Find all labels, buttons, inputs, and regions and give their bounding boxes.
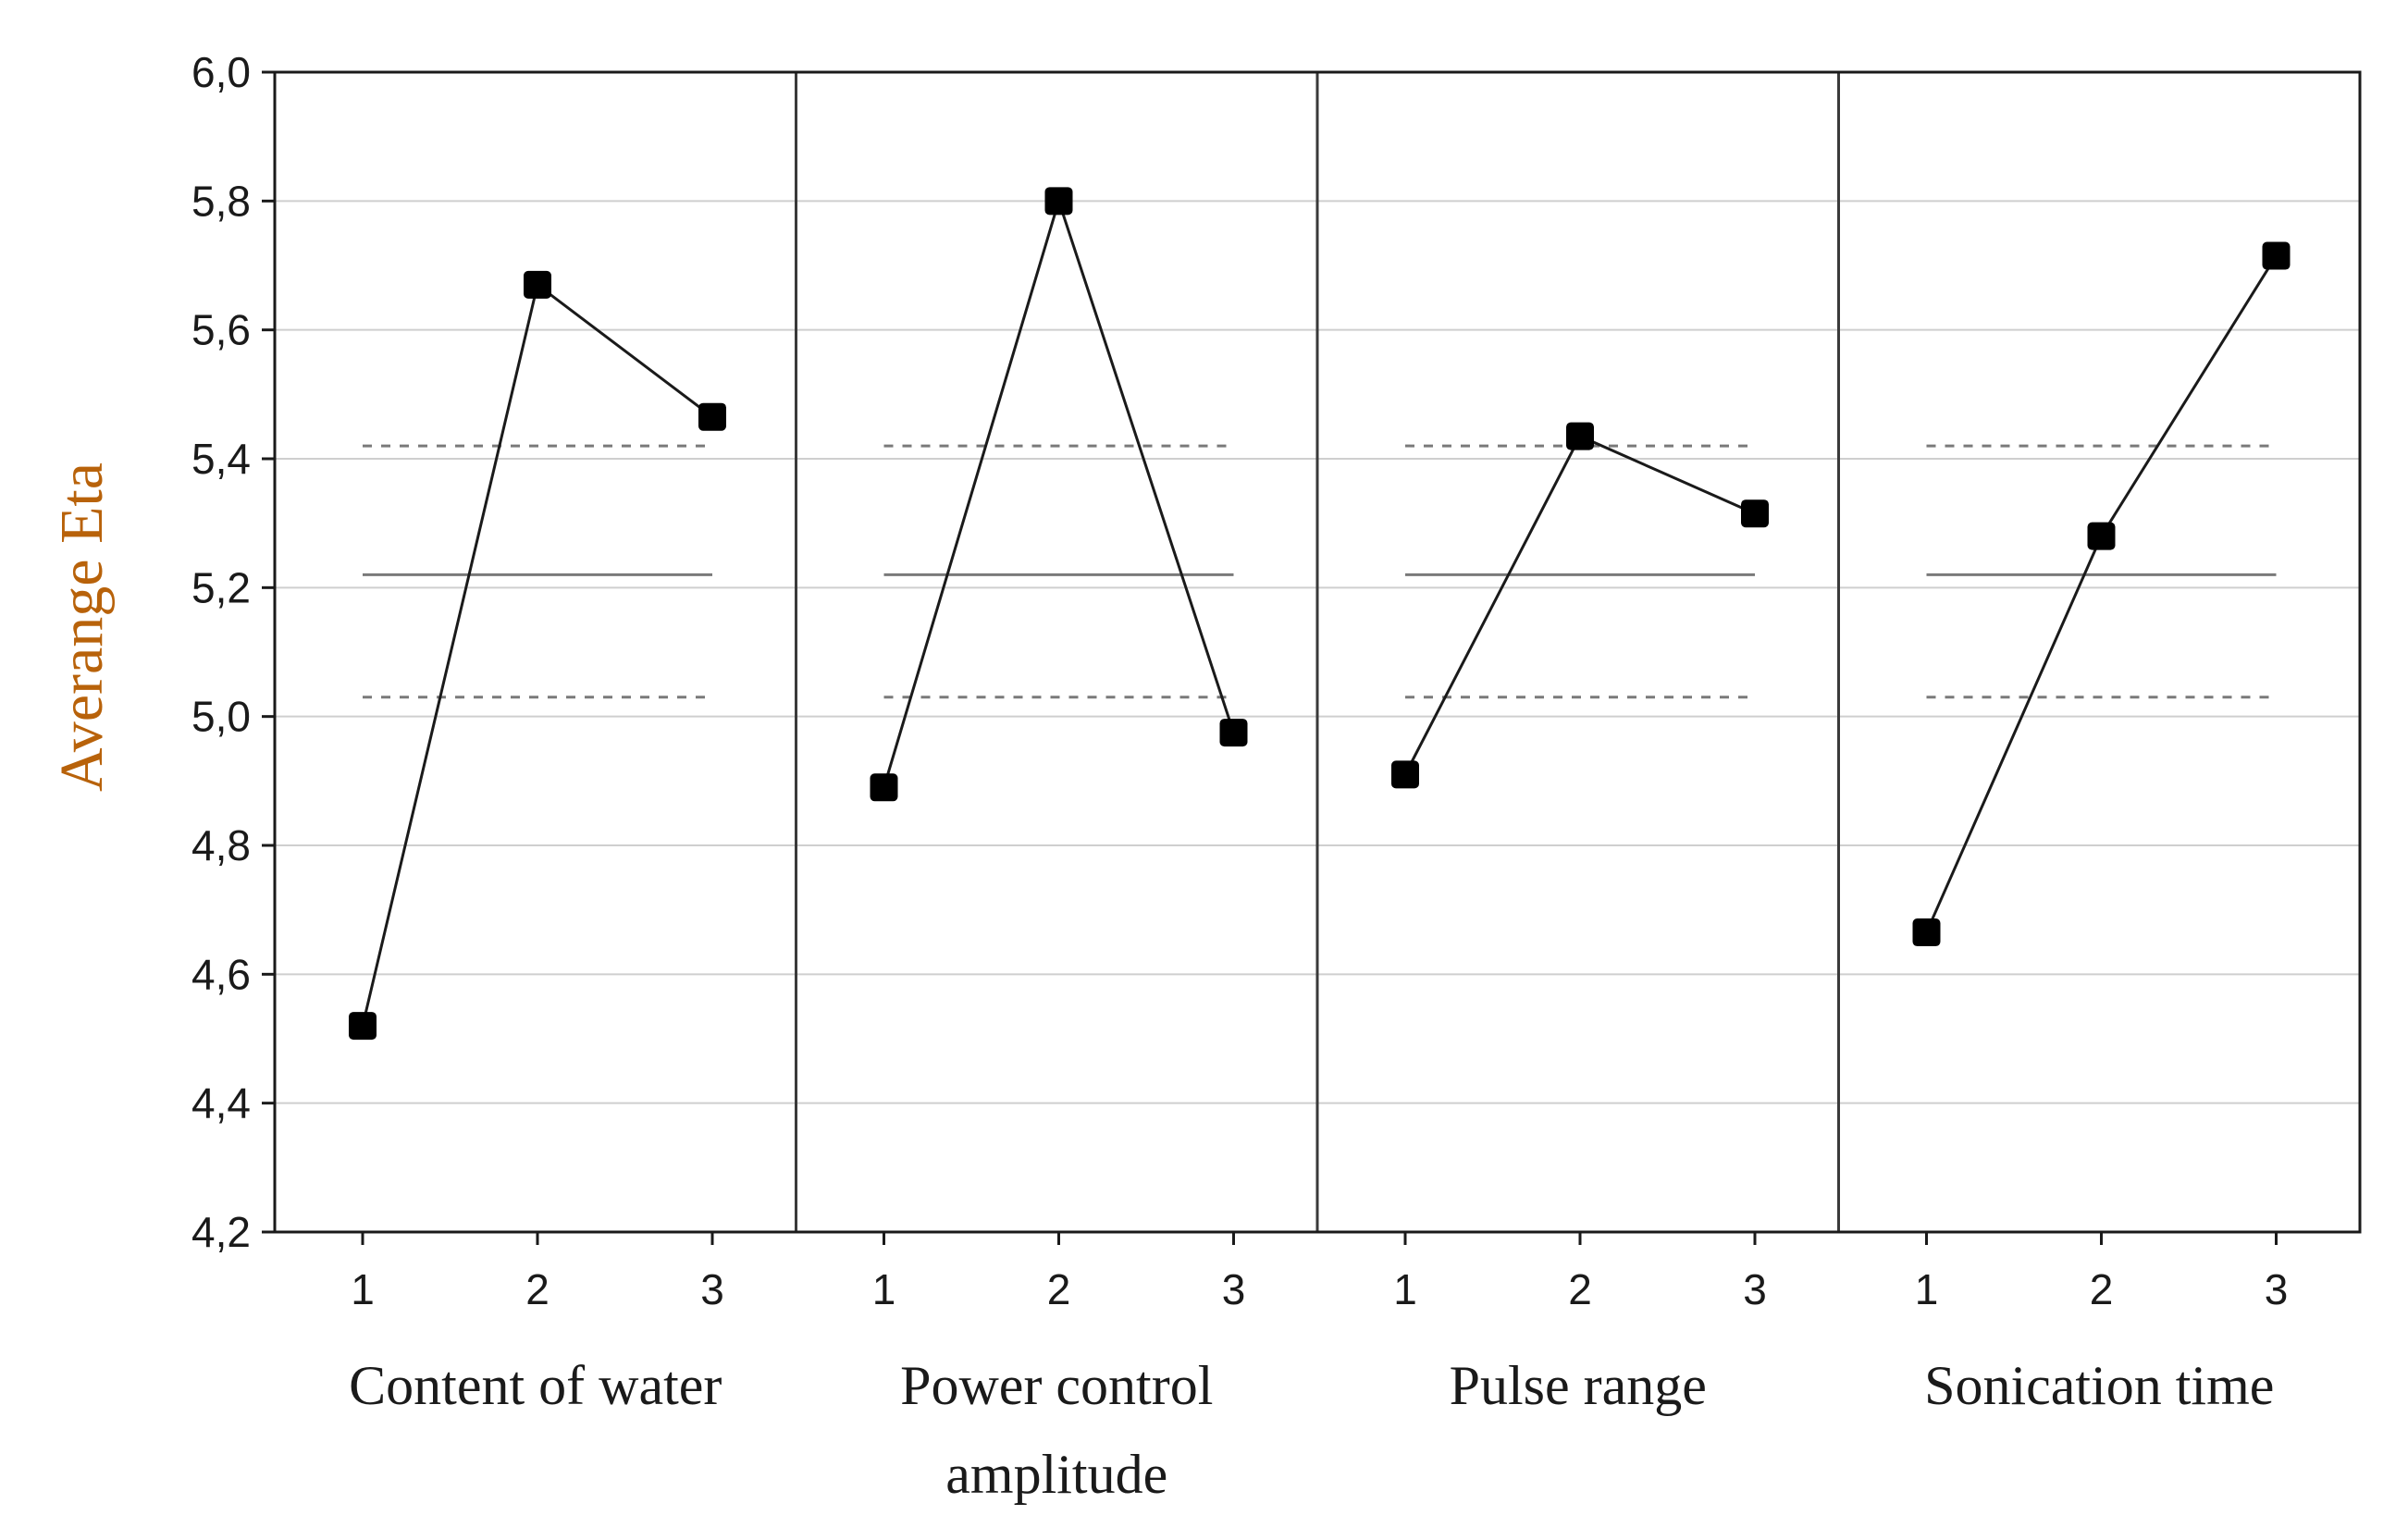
x-tick-label: 3 [2265, 1265, 2289, 1313]
panel-label: Content of water [349, 1355, 722, 1416]
x-tick-label: 2 [525, 1265, 550, 1313]
data-point [1391, 760, 1419, 789]
y-tick-label: 5,6 [191, 306, 251, 354]
x-tick-label: 3 [1743, 1265, 1767, 1313]
y-tick-label: 6,0 [191, 48, 251, 96]
x-tick-label: 3 [1222, 1265, 1246, 1313]
data-point [1912, 918, 1941, 947]
x-tick-label: 2 [1047, 1265, 1071, 1313]
panel-label: Sonication time [1924, 1355, 2274, 1416]
x-tick-label: 1 [1915, 1265, 1939, 1313]
series-line [883, 196, 1235, 788]
y-tick-label: 5,2 [191, 563, 251, 611]
data-point [1044, 187, 1073, 216]
plot-frame [273, 70, 2362, 1234]
data-point [1566, 422, 1594, 450]
data-point [2262, 241, 2291, 270]
reference-lines-layer [363, 444, 2277, 699]
y-tick-label: 5,0 [191, 693, 251, 741]
y-tick-label: 4,6 [191, 950, 251, 998]
data-point [1219, 719, 1248, 747]
data-point [349, 1012, 377, 1041]
series-line [361, 282, 713, 1027]
series-line [1925, 254, 2278, 933]
data-point [524, 270, 551, 299]
x-tick-label: 2 [2090, 1265, 2114, 1313]
y-tick-label: 5,4 [191, 435, 251, 483]
y-tick-label: 4,4 [191, 1079, 251, 1127]
data-point [698, 402, 726, 431]
y-axis-label: Averange Eta [48, 462, 116, 792]
y-tick-label: 5,8 [191, 177, 251, 225]
x-tick-label: 3 [700, 1265, 724, 1313]
panel-label: Power control [900, 1355, 1213, 1416]
data-point [870, 773, 898, 802]
y-tick-label: 4,8 [191, 821, 251, 869]
panel-label: Pulse range [1450, 1355, 1707, 1416]
x-tick-label: 1 [1393, 1265, 1417, 1313]
data-point [2087, 522, 2116, 550]
axis-layer: 4,2 4,4 4,6 4,8 5,0 5,2 5,4 5,6 5,8 6,0 1 2 3 Content… [191, 48, 2288, 1505]
y-tick-label: 4,2 [191, 1208, 251, 1256]
series-layer [349, 187, 2291, 1041]
panel-label: amplitude [945, 1444, 1167, 1505]
data-point [1741, 499, 1769, 528]
frame-layer [273, 70, 2362, 1234]
x-tick-label: 2 [1568, 1265, 1592, 1313]
x-tick-label: 1 [872, 1265, 896, 1313]
series-line [1403, 434, 1756, 776]
x-tick-label: 1 [351, 1265, 375, 1313]
